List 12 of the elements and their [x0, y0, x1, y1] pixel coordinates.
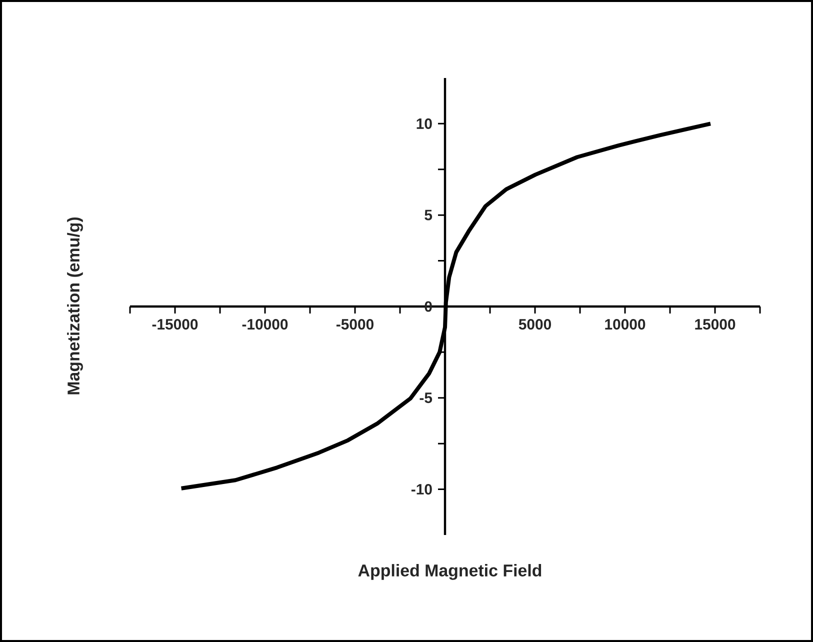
x-tick-label: -10000	[242, 319, 288, 330]
y-tick-label: -5	[420, 392, 432, 404]
x-tick-label: -5000	[336, 319, 374, 330]
y-tick-label: 5	[424, 210, 432, 220]
y-tick-label: -10	[411, 484, 432, 495]
y-axis-title: Magnetization (emu/g)	[67, 217, 83, 394]
x-tick-label: 10000	[605, 319, 646, 330]
x-axis-title: Applied Magnetic Field	[358, 564, 542, 580]
y-tick-label: 10	[416, 118, 432, 129]
x-tick-label: 5000	[518, 319, 551, 330]
x-tick-label: 15000	[695, 319, 736, 330]
x-tick-label: -15000	[152, 319, 198, 330]
